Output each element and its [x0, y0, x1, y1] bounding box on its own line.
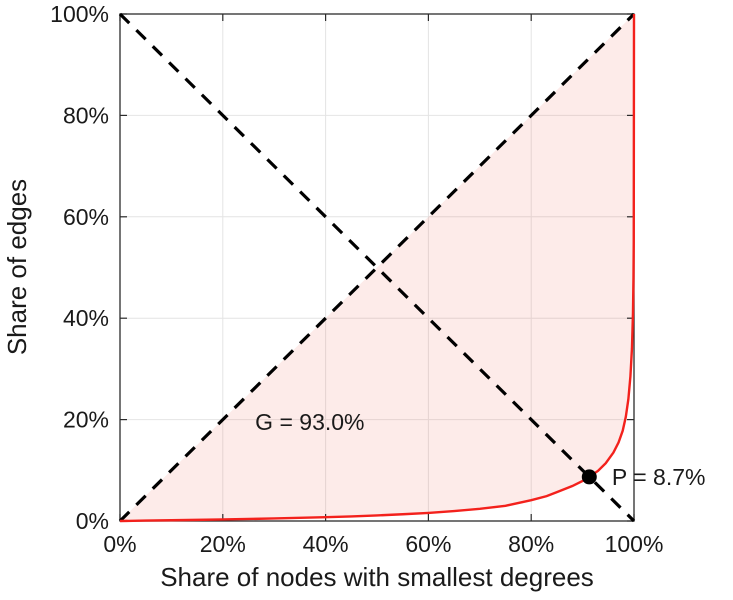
gini-area-polygon: [120, 14, 634, 521]
equality-diagonal-line: [118, 12, 636, 523]
x-tick-label: 80%: [508, 531, 554, 557]
x-axis-title: Share of nodes with smallest degrees: [160, 562, 594, 592]
x-tick-label: 40%: [303, 531, 349, 557]
y-tick-label: 40%: [63, 305, 109, 331]
point-layer: [581, 469, 597, 485]
intersection-point: [581, 469, 597, 485]
annotation-layer: G = 93.0% P = 8.7%: [255, 409, 705, 490]
x-tick-label: 60%: [405, 531, 451, 557]
y-tick-label: 100%: [50, 1, 109, 27]
y-tick-label: 20%: [63, 407, 109, 433]
y-axis-title: Share of edges: [2, 179, 32, 355]
gini-area: [120, 14, 634, 521]
p-label: P = 8.7%: [612, 464, 706, 490]
x-tick-label: 20%: [200, 531, 246, 557]
series-layer: [118, 12, 636, 523]
anti-diagonal-line: [118, 12, 636, 523]
lorenz-curve-line: [119, 13, 636, 523]
x-tick-label: 0%: [103, 531, 136, 557]
y-tick-labels: 0% 20% 40% 60% 80% 100%: [50, 1, 109, 534]
x-tick-labels: 0% 20% 40% 60% 80% 100%: [103, 531, 663, 557]
y-tick-label: 0%: [76, 508, 109, 534]
gini-label: G = 93.0%: [255, 409, 364, 435]
y-tick-label: 80%: [63, 102, 109, 128]
y-tick-label: 60%: [63, 204, 109, 230]
x-tick-label: 100%: [605, 531, 664, 557]
